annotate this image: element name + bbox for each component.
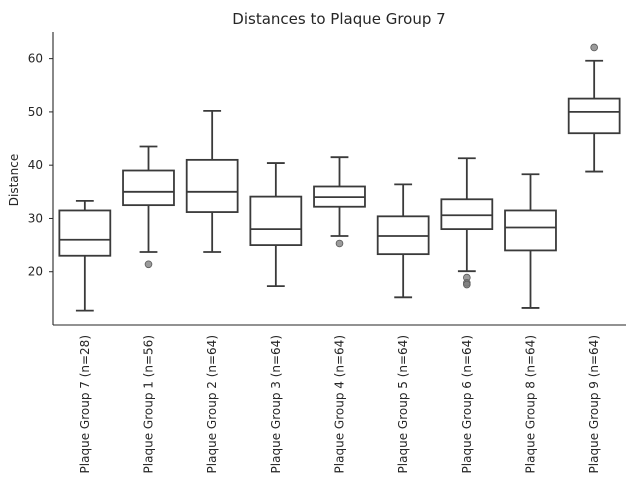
y-axis-label: Distance — [7, 154, 21, 206]
box-item — [122, 145, 175, 269]
y-tick-label: 40 — [28, 158, 43, 172]
iqr-box — [58, 209, 112, 257]
outlier-point — [144, 260, 153, 269]
box-item — [249, 162, 303, 288]
box-item — [376, 183, 430, 299]
x-tick-label: Plaque Group 7 (n=28) — [78, 335, 92, 473]
iqr-box — [122, 169, 175, 207]
x-tick-labels: Plaque Group 7 (n=28) Plaque Group 1 (n=5… — [78, 335, 601, 473]
iqr-box — [504, 209, 557, 252]
box-item — [313, 156, 366, 248]
iqr-box — [185, 158, 239, 213]
chart-title: Distances to Plaque Group 7 — [232, 10, 445, 28]
x-tick-label: Plaque Group 2 (n=64) — [205, 335, 219, 473]
outlier-point — [463, 280, 471, 289]
boxes-group — [58, 43, 621, 312]
x-tick-label: Plaque Group 6 (n=64) — [460, 335, 474, 473]
y-tick-labels: 20 30 40 50 60 — [28, 52, 53, 279]
iqr-box — [567, 97, 621, 135]
y-tick-label: 60 — [28, 52, 43, 66]
box-item — [504, 173, 557, 309]
outlier-point — [335, 239, 344, 248]
x-tick-label: Plaque Group 5 (n=64) — [396, 335, 410, 473]
box-item — [185, 109, 239, 253]
box-item — [567, 43, 621, 173]
x-tick-label: Plaque Group 8 (n=64) — [524, 335, 538, 473]
x-tick-label: Plaque Group 9 (n=64) — [587, 335, 601, 473]
outlier-point — [590, 43, 598, 52]
x-tick-label: Plaque Group 3 (n=64) — [269, 335, 283, 473]
y-tick-label: 30 — [28, 211, 43, 225]
y-tick-label: 20 — [28, 265, 43, 279]
box-item — [440, 157, 494, 289]
iqr-box — [440, 198, 494, 231]
x-tick-label: Plaque Group 1 (n=56) — [142, 335, 156, 473]
box-item — [58, 199, 112, 312]
iqr-box — [249, 195, 303, 246]
y-tick-label: 50 — [28, 105, 43, 119]
x-tick-label: Plaque Group 4 (n=64) — [333, 335, 347, 473]
